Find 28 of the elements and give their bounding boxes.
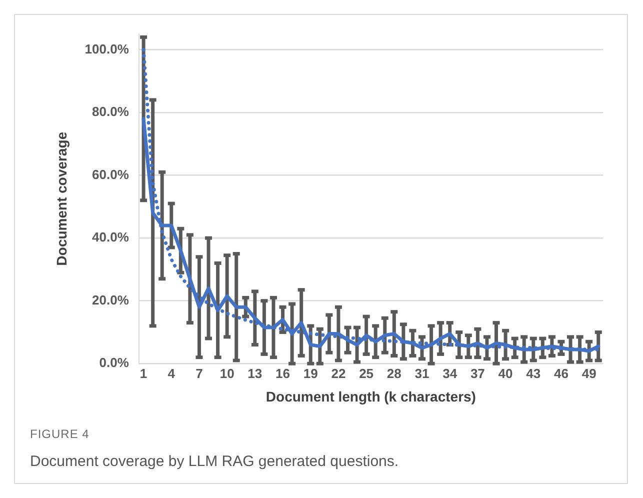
x-tick-label: 34 — [442, 366, 458, 381]
x-tick-label: 13 — [248, 366, 262, 381]
x-tick-label: 43 — [526, 366, 541, 381]
x-tick-label: 46 — [554, 366, 568, 381]
y-tick-label: 100.0% — [84, 41, 130, 56]
y-tick-label: 60.0% — [92, 166, 130, 182]
x-tick-label: 7 — [196, 366, 203, 381]
text: Document coverage by LLM RAG generated questions. — [30, 453, 399, 470]
x-tick-label: 10 — [220, 366, 234, 381]
x-tick-label: 31 — [414, 366, 430, 381]
y-tick-label: 80.0% — [92, 104, 130, 120]
x-axis-title: Document length (k characters) — [266, 388, 476, 404]
x-tick-label: 28 — [386, 366, 402, 381]
y-tick-label: 20.0% — [92, 292, 130, 308]
x-tick-label: 4 — [168, 366, 176, 381]
y-tick-label: 40.0% — [92, 230, 130, 245]
x-tick-label: 49 — [582, 366, 596, 381]
x-tick-label: 22 — [331, 366, 346, 381]
x-tick-label: 37 — [470, 366, 485, 381]
x-tick-label: 40 — [498, 366, 513, 381]
x-tick-label: 1 — [140, 366, 148, 381]
x-tick-label: 19 — [303, 366, 318, 381]
y-axis-title: Document coverage — [53, 132, 70, 266]
x-tick-label: 16 — [276, 366, 290, 381]
line-series — [142, 48, 600, 352]
y-tick-label: 0.0% — [99, 355, 130, 370]
x-tick-label: 25 — [359, 366, 374, 381]
caption: FIGURE 4 — [30, 427, 90, 441]
